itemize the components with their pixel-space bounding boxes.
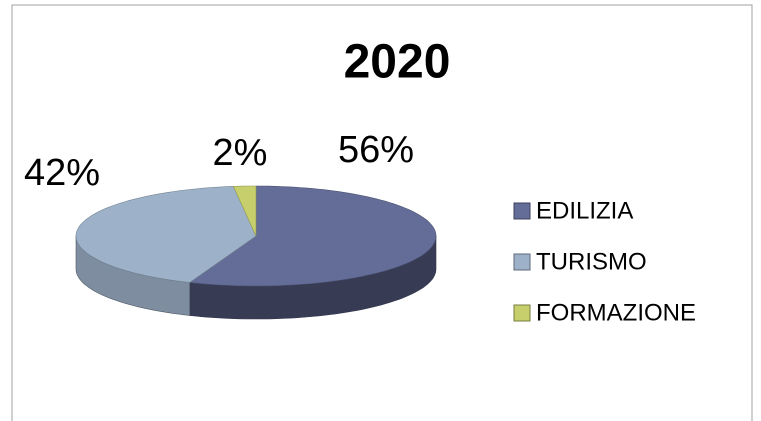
chart-title: 2020: [344, 36, 451, 89]
data-label: 42%: [24, 152, 100, 194]
legend-swatch: [513, 253, 531, 271]
chart-frame: [11, 4, 753, 421]
pie-slice: [188, 185, 437, 287]
legend-label: EDILIZIA: [536, 197, 633, 224]
data-label: 56%: [338, 129, 414, 171]
legend-label: FORMAZIONE: [536, 299, 696, 326]
legend-label: TURISMO: [536, 248, 647, 275]
legend-swatch: [513, 304, 531, 322]
pie-slice: [75, 186, 257, 283]
legend-swatch: [513, 202, 531, 220]
data-label: 2%: [213, 132, 268, 174]
pie-slice: [232, 185, 257, 237]
